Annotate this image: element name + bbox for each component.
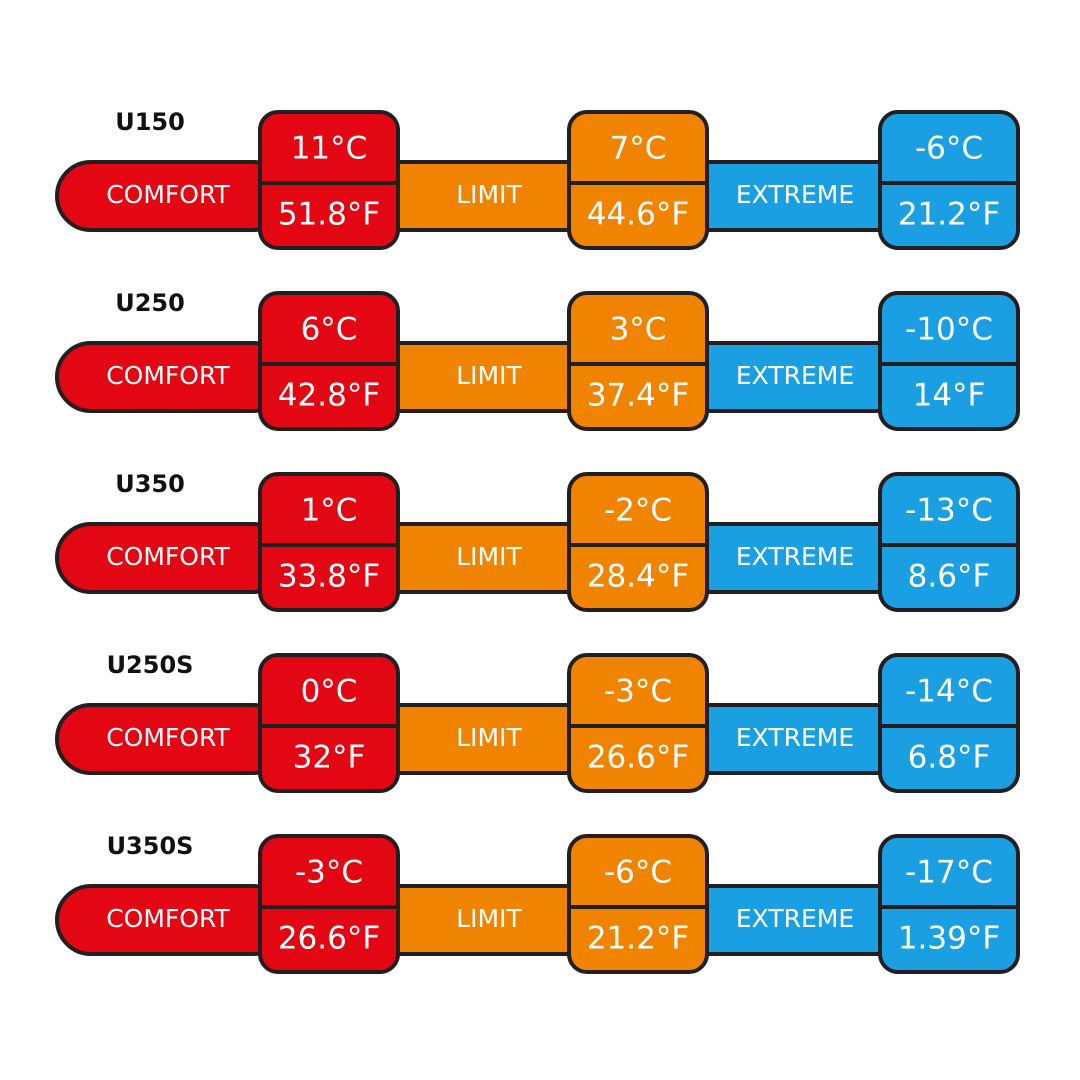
temp-box [258,291,400,431]
temp-box [567,110,709,250]
temp-box [567,472,709,612]
fahrenheit-value: 32°F [293,740,366,776]
zone-label: LIMIT [456,180,522,209]
zone-label: LIMIT [456,361,522,390]
celsius-value: 0°C [301,674,358,710]
celsius-value: 3°C [610,312,667,348]
zone-label: COMFORT [106,361,230,390]
zone-label: EXTREME [736,723,854,752]
zone-label: COMFORT [106,542,230,571]
celsius-value: -3°C [604,674,672,710]
fahrenheit-value: 21.2°F [898,197,1000,233]
zone-label: COMFORT [106,904,230,933]
temp-box [567,834,709,974]
celsius-value: -2°C [604,493,672,529]
fahrenheit-value: 14°F [913,378,986,414]
zone-band [693,703,897,775]
temp-box [878,653,1020,793]
model-label: U350S [107,832,194,860]
temp-box [567,291,709,431]
celsius-value: -17°C [905,855,993,891]
zone-label: COMFORT [106,180,230,209]
celsius-value: -14°C [905,674,993,710]
model-label: U250S [107,651,194,679]
zone-band [693,884,897,956]
zone-band [693,160,897,232]
celsius-value: 7°C [610,131,667,167]
fahrenheit-value: 1.39°F [898,921,1000,957]
model-label: U250 [115,289,185,317]
temp-box [878,291,1020,431]
fahrenheit-value: 21.2°F [587,921,689,957]
temp-box [567,653,709,793]
zone-label: EXTREME [736,904,854,933]
zone-label: EXTREME [736,361,854,390]
temp-box [258,110,400,250]
celsius-value: -13°C [905,493,993,529]
temp-box [258,472,400,612]
celsius-value: 11°C [291,131,368,167]
zone-label: LIMIT [456,723,522,752]
zone-label: EXTREME [736,542,854,571]
zone-band [693,341,897,413]
fahrenheit-value: 37.4°F [587,378,689,414]
zone-label: EXTREME [736,180,854,209]
fahrenheit-value: 6.8°F [908,740,991,776]
model-label: U150 [115,108,185,136]
celsius-value: -6°C [604,855,672,891]
fahrenheit-value: 8.6°F [908,559,991,595]
zone-band [383,884,587,956]
temp-box [878,834,1020,974]
celsius-value: -3°C [295,855,363,891]
zone-label: COMFORT [106,723,230,752]
temp-box [258,834,400,974]
fahrenheit-value: 26.6°F [587,740,689,776]
celsius-value: 6°C [301,312,358,348]
fahrenheit-value: 26.6°F [278,921,380,957]
fahrenheit-value: 33.8°F [278,559,380,595]
zone-label: LIMIT [456,904,522,933]
celsius-value: 1°C [301,493,358,529]
temp-box [878,472,1020,612]
fahrenheit-value: 51.8°F [278,197,380,233]
fahrenheit-value: 42.8°F [278,378,380,414]
temp-box [878,110,1020,250]
celsius-value: -10°C [905,312,993,348]
fahrenheit-value: 28.4°F [587,559,689,595]
celsius-value: -6°C [915,131,983,167]
zone-band [383,160,587,232]
model-label: U350 [115,470,185,498]
fahrenheit-value: 44.6°F [587,197,689,233]
temp-box [258,653,400,793]
zone-label: LIMIT [456,542,522,571]
